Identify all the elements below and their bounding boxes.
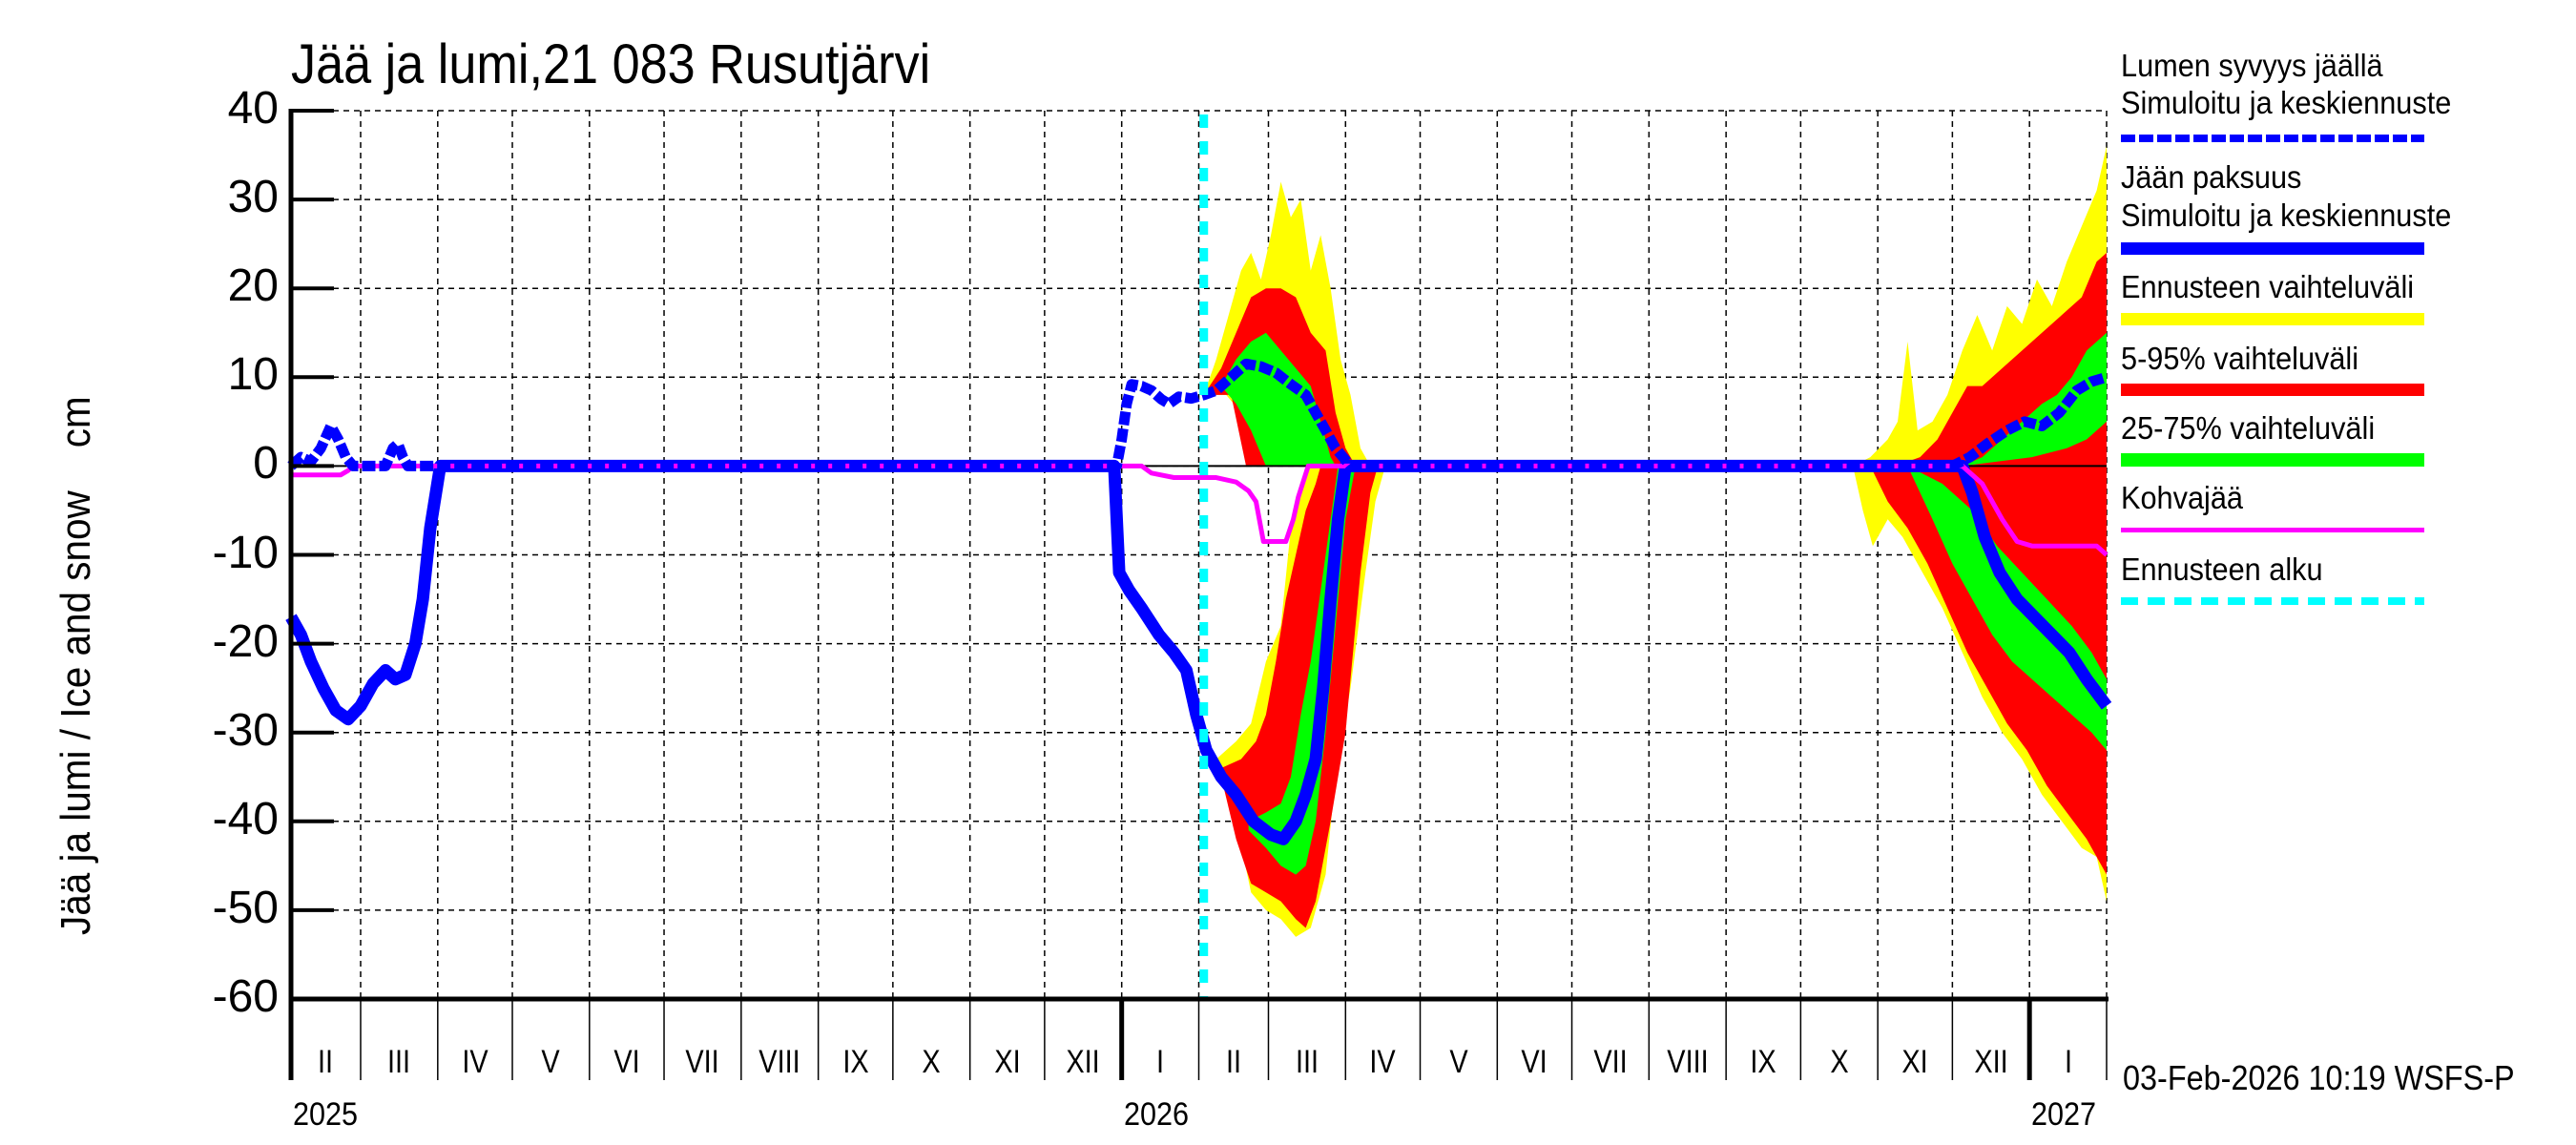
y-tick-label: -30: [212, 704, 279, 756]
year-label: 2026: [1123, 1096, 1189, 1133]
month-label: V: [541, 1044, 561, 1080]
legend-range-swatch: [2121, 313, 2424, 325]
legend-p25-75-swatch: [2121, 453, 2424, 467]
legend-p5-95-swatch: [2121, 384, 2424, 396]
month-label: X: [922, 1044, 941, 1080]
legend-snow-label: Lumen syvyys jäällä: [2121, 48, 2383, 83]
y-tick-label: 0: [253, 438, 279, 489]
y-tick-label: -20: [212, 615, 279, 667]
month-label: VII: [685, 1044, 720, 1080]
y-tick-label: 40: [227, 83, 279, 134]
month-label: VII: [1593, 1044, 1628, 1080]
month-label: VI: [1521, 1044, 1548, 1080]
legend-kohva-label: Kohvajää: [2121, 480, 2243, 515]
month-label: III: [1295, 1044, 1319, 1080]
month-label: I: [2064, 1044, 2072, 1080]
y-tick-label: -40: [212, 793, 279, 844]
legend-p5-95-label: 5-95% vaihteluväli: [2121, 341, 2359, 376]
band-ice-winter-2026: [1870, 466, 2107, 875]
band-snow-winter-2026: [1962, 332, 2107, 467]
chart-title: Jää ja lumi,21 083 Rusutjärvi: [291, 33, 931, 95]
legend-snow-swatch: [2121, 135, 2424, 142]
month-label: X: [1830, 1044, 1849, 1080]
month-label: II: [318, 1044, 334, 1080]
legend-range-label: Ennusteen vaihteluväli: [2121, 269, 2415, 304]
month-label: I: [1156, 1044, 1165, 1080]
legend-snow-sublabel: Simuloitu ja keskiennuste: [2121, 85, 2452, 120]
legend-kohva-swatch: [2121, 528, 2424, 532]
y-tick-label: 10: [227, 349, 279, 401]
month-label: XII: [1974, 1044, 2008, 1080]
year-label: 2025: [293, 1096, 359, 1133]
month-label: XI: [1901, 1044, 1928, 1080]
y-tick-label: 30: [227, 172, 279, 223]
month-label: VI: [613, 1044, 640, 1080]
snow-depth-line: [287, 358, 2109, 471]
data-series: [285, 358, 2112, 845]
month-label: IV: [462, 1044, 488, 1080]
month-label: VIII: [1667, 1044, 1709, 1080]
legend-p25-75-label: 25-75% vaihteluväli: [2121, 410, 2376, 446]
legend-ice-swatch: [2121, 242, 2424, 255]
grid-lines: [291, 110, 2108, 999]
legend-forecast-start-label: Ennusteen alku: [2121, 552, 2323, 587]
timestamp: 03-Feb-2026 10:19 WSFS-P: [2123, 1058, 2515, 1097]
y-tick-label: 20: [227, 260, 279, 312]
y-tick-label: -50: [212, 882, 279, 933]
legend-forecast-start-swatch: [2121, 597, 2424, 605]
month-label: XII: [1066, 1044, 1100, 1080]
y-tick-label: -10: [212, 527, 279, 578]
legend-ice-sublabel: Simuloitu ja keskiennuste: [2121, 198, 2452, 233]
year-label: 2027: [2031, 1096, 2097, 1133]
month-label: II: [1225, 1044, 1242, 1080]
month-label: IV: [1369, 1044, 1397, 1080]
axes: [288, 109, 2109, 1080]
band-ice-winter-2026: [1907, 466, 2107, 751]
month-label: III: [387, 1044, 411, 1080]
month-label: IX: [1750, 1044, 1776, 1080]
month-label: IX: [842, 1044, 869, 1080]
month-label: VIII: [758, 1044, 800, 1080]
month-label: XI: [994, 1044, 1021, 1080]
y-axis-label: Jää ja lumi / Ice and snow cm: [52, 396, 99, 935]
legend-ice-label: Jään paksuus: [2121, 159, 2302, 195]
y-tick-label: -60: [212, 971, 279, 1022]
month-label: V: [1449, 1044, 1468, 1080]
